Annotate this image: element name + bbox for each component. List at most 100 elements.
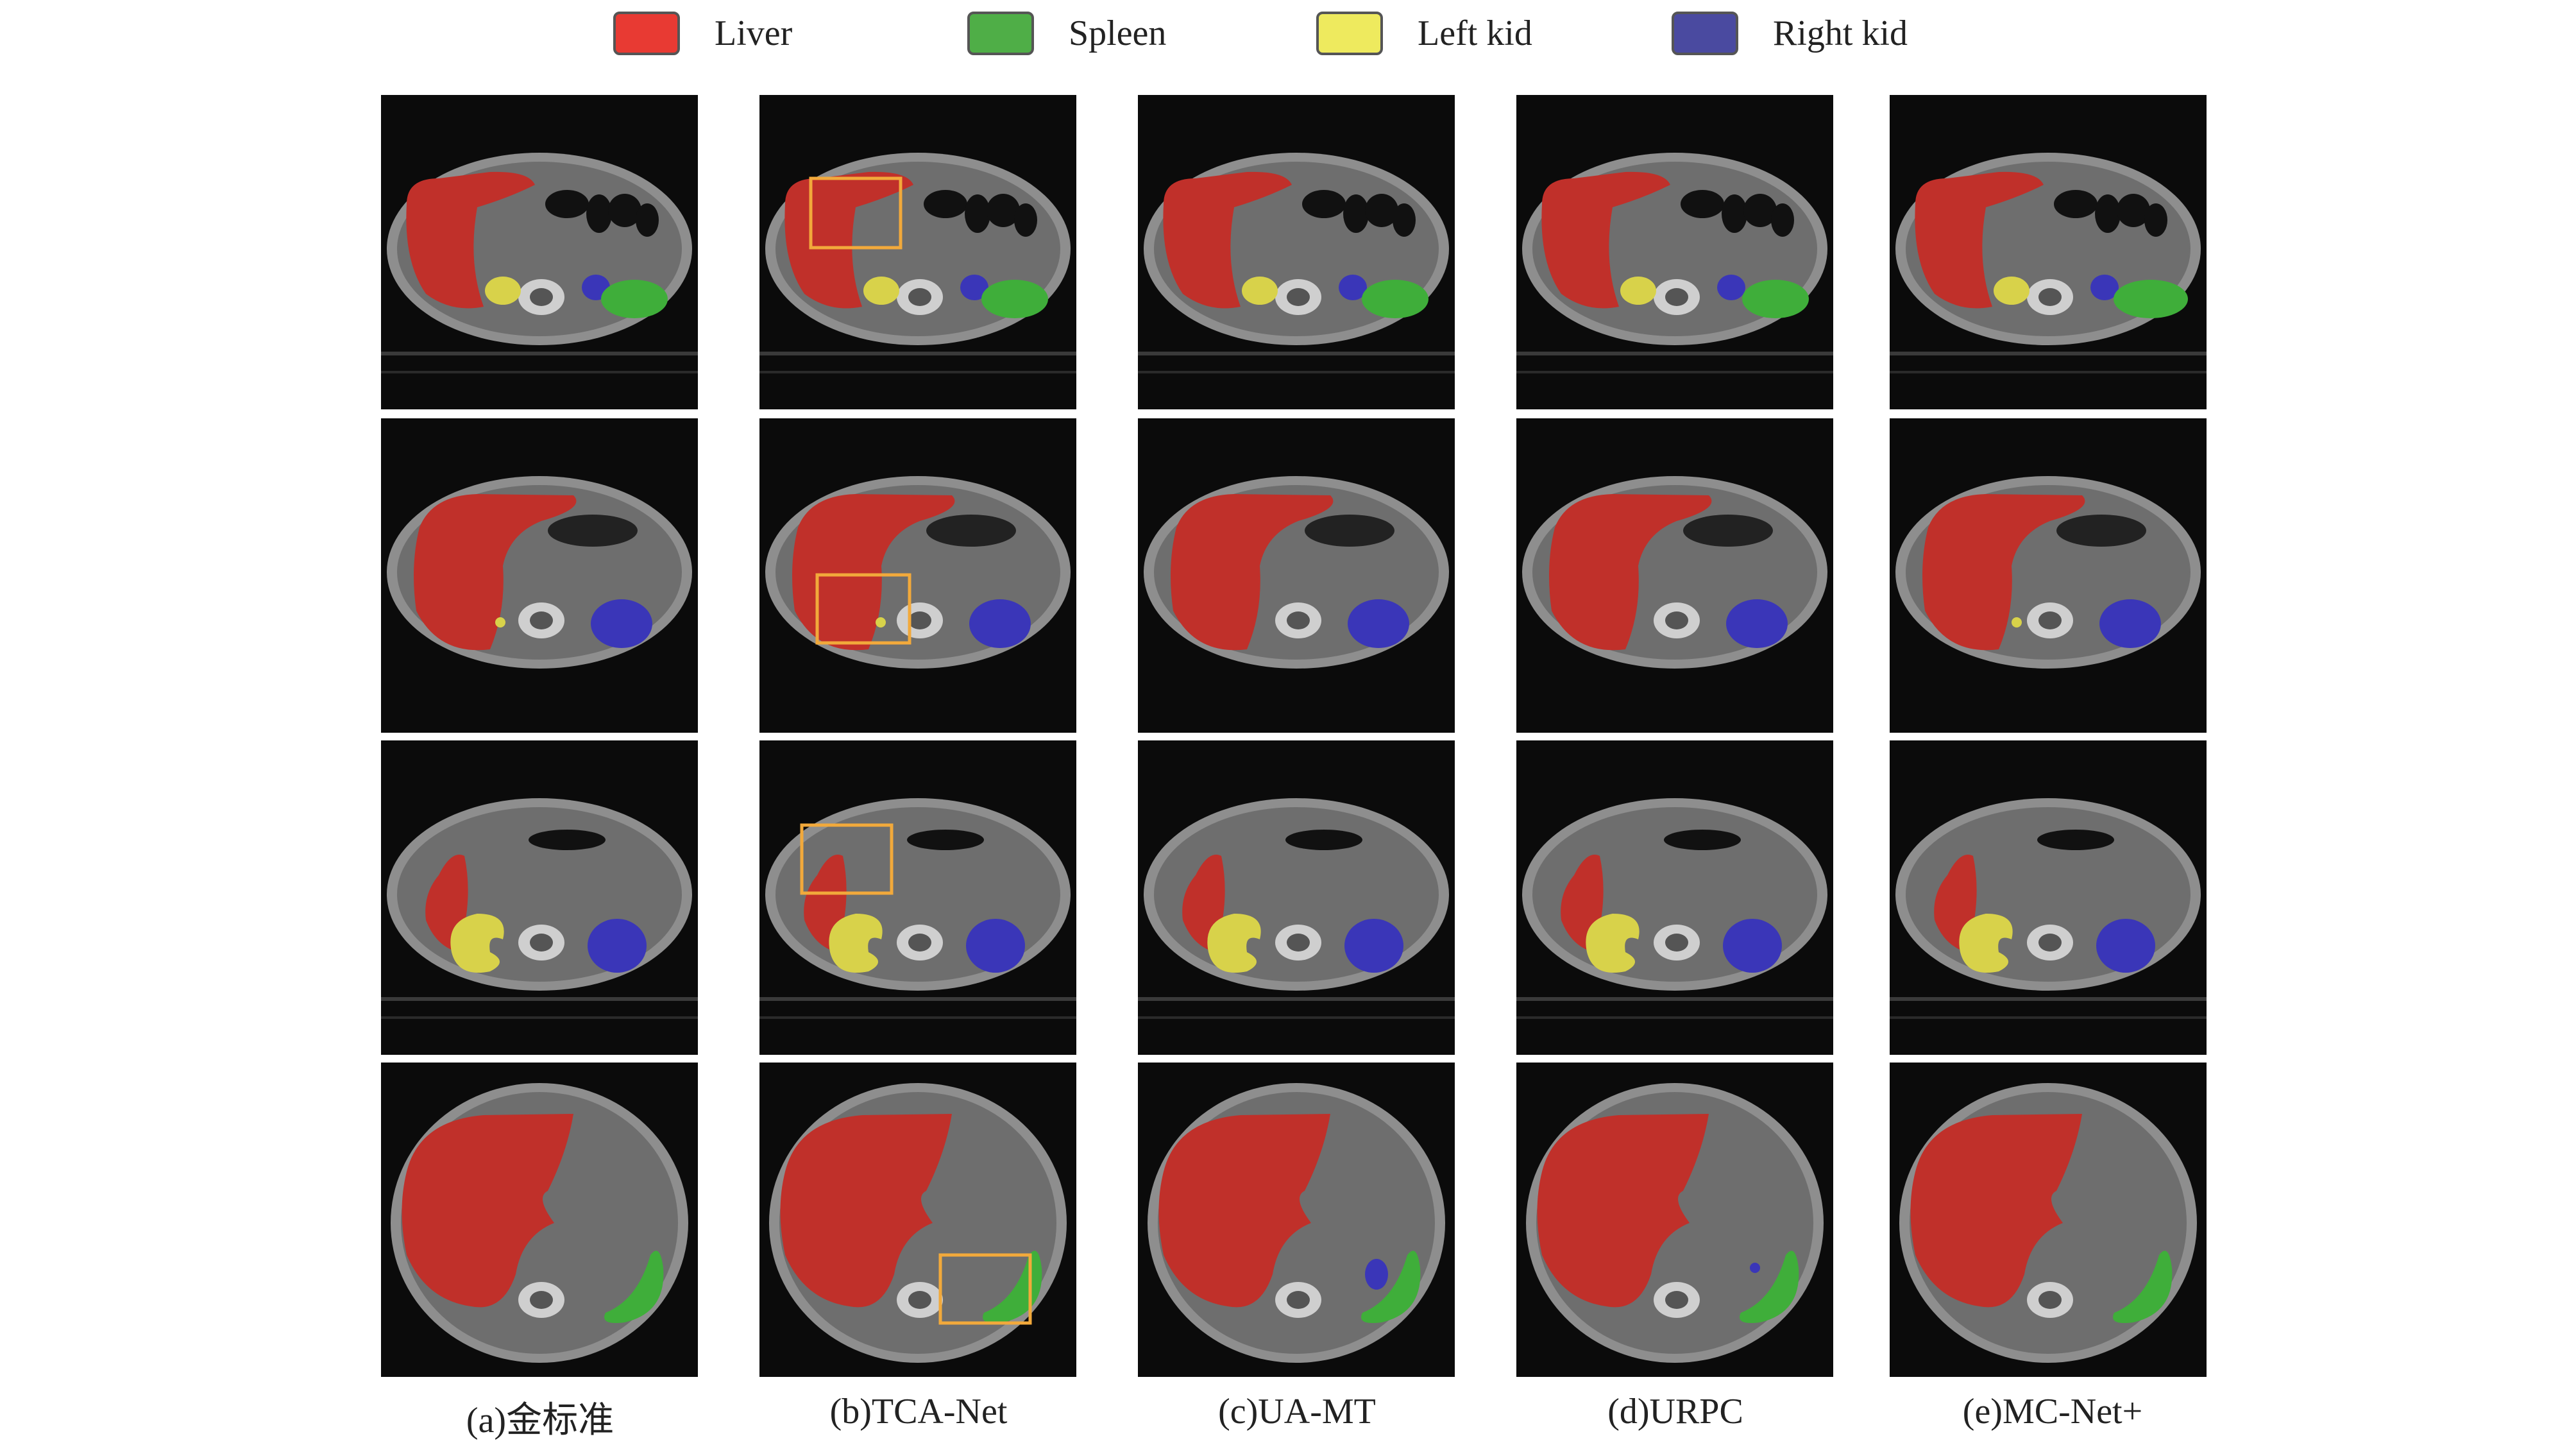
vertebra-core [1665,1291,1688,1309]
left-kidney-mask [1586,914,1640,973]
right-kidney-mask [1365,1259,1388,1290]
liver-mask [784,171,913,309]
scanner-table-line [1890,1016,2207,1019]
ct-slice-image [1144,476,1449,669]
scanner-table [1890,352,2207,355]
ct-slice-image [1890,798,2207,1019]
right-kidney-mask [591,599,652,648]
right-kidney-mask [1717,275,1745,300]
right-kidney-mask [2099,599,2161,648]
liver-mask [792,494,955,651]
ct-slice-image [1148,1083,1445,1363]
scanner-table [1516,352,1833,355]
left-kidney-mask [485,277,521,305]
ct-slice-image [769,1083,1067,1363]
bowel-gas [1014,203,1037,237]
bowel-gas [2056,515,2146,547]
spleen-mask [1742,280,1809,318]
bowel-gas [907,830,984,850]
ct-slice-image [1899,1083,2197,1363]
bowel-gas [545,190,589,218]
scanner-table [1516,997,1833,1001]
caption-mc-net-plus: (e)MC-Net+ [1962,1392,2143,1431]
left-kidney-mask [876,617,886,628]
bowel-gas [2037,830,2114,850]
scanner-table-line [1516,1016,1833,1019]
spleen-mask [601,280,668,318]
ct-panel-urpc-row-3 [1516,740,1833,1055]
bowel-gas [1664,830,1741,850]
scanner-table-line [759,371,1076,373]
liver-mask [402,1114,573,1308]
liver-mask [1158,1114,1330,1308]
scanner-table-line [759,1016,1076,1019]
liver-mask [1541,171,1670,309]
vertebra-core [1287,288,1310,306]
left-kidney-mask [863,277,899,305]
left-kidney-mask [1207,914,1261,973]
vertebra-core [908,934,931,952]
legend-swatch-right-kid [1672,12,1738,55]
liver-mask [1549,494,1712,651]
bowel-gas [987,194,1020,227]
bowel-gas [1683,515,1773,547]
right-kidney-mask [1348,599,1409,648]
bowel-gas [586,194,612,233]
ct-panel-ua-mt-row-2 [1138,418,1455,733]
ct-panel-mc-net-plus-row-4 [1890,1063,2207,1377]
scanner-table [1890,997,2207,1001]
ct-panel-mc-net-plus-row-2 [1890,418,2207,733]
right-kidney-mask [1339,275,1367,300]
scanner-table-line [1516,371,1833,373]
legend-label-right-kid: Right kid [1773,13,1908,53]
legend-swatch-liver [613,12,680,55]
left-kidney-mask [495,617,505,628]
bowel-gas [965,194,990,233]
spleen-mask [2113,1251,2173,1323]
bowel-gas [1285,830,1362,850]
liver-mask [406,171,535,309]
bowel-gas [1722,194,1747,233]
bowel-gas [2054,190,2097,218]
caption-gold-standard: (a)金标准 [466,1401,614,1440]
ct-slice-image [1895,476,2201,669]
ct-slice-image [765,476,1071,669]
liver-mask [1171,494,1334,651]
vertebra-core [530,934,553,952]
spleen-mask [2114,280,2188,318]
left-kidney-mask [1242,277,1278,305]
legend-item-liver: Liver [613,8,792,59]
bowel-gas [529,830,606,850]
legend-label-left-kid: Left kid [1418,13,1532,53]
ct-panel-mc-net-plus-row-1 [1890,95,2207,409]
scanner-table-line [1138,371,1455,373]
bowel-gas [636,203,659,237]
ct-panel-ua-mt-row-1 [1138,95,1455,409]
ct-panel-tca-net-row-3 [759,740,1076,1055]
left-kidney-mask [1959,914,2013,973]
scanner-table-line [1138,1016,1455,1019]
spleen-mask [981,280,1048,318]
liver-mask [1915,171,2044,309]
vertebra-core [1287,611,1310,629]
bowel-gas [548,515,638,547]
legend-label-spleen: Spleen [1069,13,1167,53]
ct-panel-gold-standard-row-4 [381,1063,698,1377]
liver-mask [1537,1114,1709,1308]
right-kidney-mask [1344,919,1403,973]
scanner-table [1138,997,1455,1001]
right-kidney-mask [966,919,1025,973]
ct-slice-image [381,798,698,1019]
bowel-gas [1302,190,1346,218]
right-kidney-mask [969,599,1031,648]
liver-mask [1922,494,2085,651]
legend-item-left-kid: Left kid [1316,8,1532,59]
vertebra-core [1665,934,1688,952]
scanner-table [1138,352,1455,355]
scanner-table [759,997,1076,1001]
ct-slice-image [381,153,698,373]
bowel-gas [1343,194,1369,233]
ct-slice-image [759,153,1076,373]
scanner-table [381,352,698,355]
vertebra-core [1287,934,1310,952]
